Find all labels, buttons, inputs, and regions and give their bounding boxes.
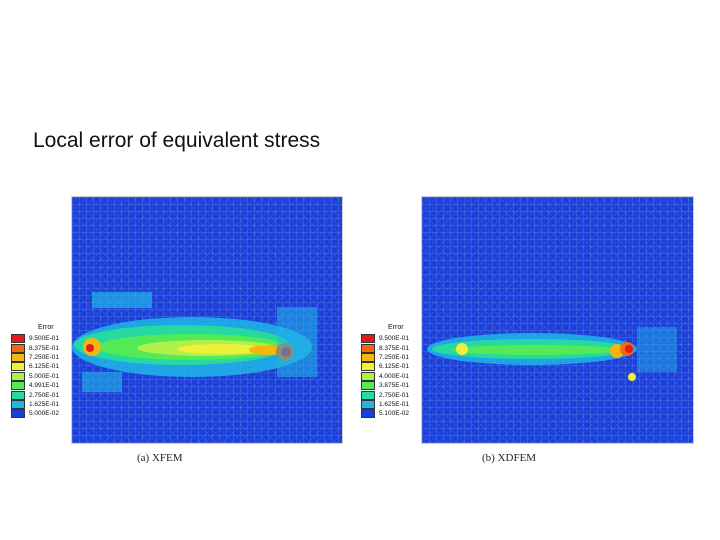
legend-value: 6.125E-01 [29, 363, 59, 371]
legend-title: Error [38, 324, 54, 331]
legend-swatch [361, 399, 375, 409]
legend-swatch [361, 390, 375, 400]
legend-value: 9.500E-01 [29, 335, 59, 343]
legend-swatch [11, 334, 25, 344]
legend-row: 9.500E-01 [11, 334, 71, 344]
legend-swatch [11, 343, 25, 353]
legend-value: 5.000E-02 [29, 410, 59, 418]
slide-title: Local error of equivalent stress [33, 129, 321, 152]
legend-value: 5.100E-02 [379, 410, 409, 418]
tip-patch [277, 307, 317, 377]
xfem-contour-field [72, 292, 317, 392]
legend-row: 6.125E-01 [361, 362, 421, 372]
legend-swatch [11, 362, 25, 372]
upper-patch [92, 292, 152, 308]
legend-value: 6.125E-01 [379, 363, 409, 371]
legend-row: 5.100E-02 [361, 409, 421, 419]
legend-row: 2.750E-01 [11, 390, 71, 400]
legend-swatch [11, 390, 25, 400]
legend-row: 7.250E-01 [361, 352, 421, 362]
legend-row: 2.750E-01 [361, 390, 421, 400]
legend-row: 6.125E-01 [11, 362, 71, 372]
legend-value: 3.875E-01 [379, 382, 409, 390]
legend-swatch [361, 381, 375, 391]
legend-row: 4.991E-01 [11, 381, 71, 391]
error-contour-plot-xdfem [421, 196, 694, 444]
legend-swatch [361, 371, 375, 381]
lower-tip-spot [628, 373, 636, 381]
caption-xdfem: (b) XDFEM [482, 452, 537, 464]
crack-tip-core [625, 345, 633, 353]
error-contour-plot-xfem [71, 196, 343, 444]
legend-title: Error [388, 324, 404, 331]
legend-swatch [11, 409, 25, 419]
legend-value: 4.991E-01 [29, 382, 59, 390]
legend-row: 4.000E-01 [361, 371, 421, 381]
legend-row: 8.375E-01 [11, 343, 71, 353]
legend-value: 4.000E-01 [379, 372, 409, 380]
legend-row: 3.875E-01 [361, 381, 421, 391]
legend-swatch [361, 334, 375, 344]
legend-swatch [361, 352, 375, 362]
legend-value: 1.625E-01 [379, 400, 409, 408]
legend-swatch [11, 399, 25, 409]
band-green [452, 345, 622, 355]
legend-row: 8.375E-01 [361, 343, 421, 353]
legend-swatch [361, 362, 375, 372]
legend-row: 1.625E-01 [361, 399, 421, 409]
error-legend-b: Error 9.500E-01 8.375E-01 7.250E-01 6.125E-… [361, 322, 421, 419]
legend-value: 8.375E-01 [29, 344, 59, 352]
left-hotspot [456, 343, 468, 355]
legend-row: 7.250E-01 [11, 352, 71, 362]
legend-value: 2.750E-01 [29, 391, 59, 399]
legend-swatch [11, 352, 25, 362]
left-edge-core [86, 344, 94, 352]
legend-value: 5.000E-01 [29, 372, 59, 380]
tip-patch [637, 327, 677, 372]
legend-rows: 9.500E-01 8.375E-01 7.250E-01 6.125E-01 5.00… [11, 334, 71, 419]
lower-patch [82, 372, 122, 392]
legend-value: 2.750E-01 [379, 391, 409, 399]
legend-swatch [361, 343, 375, 353]
legend-swatch [11, 371, 25, 381]
legend-swatch [11, 381, 25, 391]
legend-value: 8.375E-01 [379, 344, 409, 352]
legend-swatch [361, 409, 375, 419]
legend-row: 5.000E-01 [11, 371, 71, 381]
legend-value: 1.625E-01 [29, 400, 59, 408]
legend-value: 9.500E-01 [379, 335, 409, 343]
legend-row: 9.500E-01 [361, 334, 421, 344]
caption-xfem: (a) XFEM [137, 452, 183, 464]
legend-value: 7.250E-01 [379, 353, 409, 361]
band-orange [249, 345, 285, 355]
legend-row: 5.000E-02 [11, 409, 71, 419]
legend-rows: 9.500E-01 8.375E-01 7.250E-01 6.125E-01 4.00… [361, 334, 421, 419]
legend-value: 7.250E-01 [29, 353, 59, 361]
band-yellow [177, 344, 267, 354]
legend-row: 1.625E-01 [11, 399, 71, 409]
xdfem-contour-field [427, 327, 677, 381]
error-legend-a: Error 9.500E-01 8.375E-01 7.250E-01 6.125E-… [11, 322, 71, 419]
